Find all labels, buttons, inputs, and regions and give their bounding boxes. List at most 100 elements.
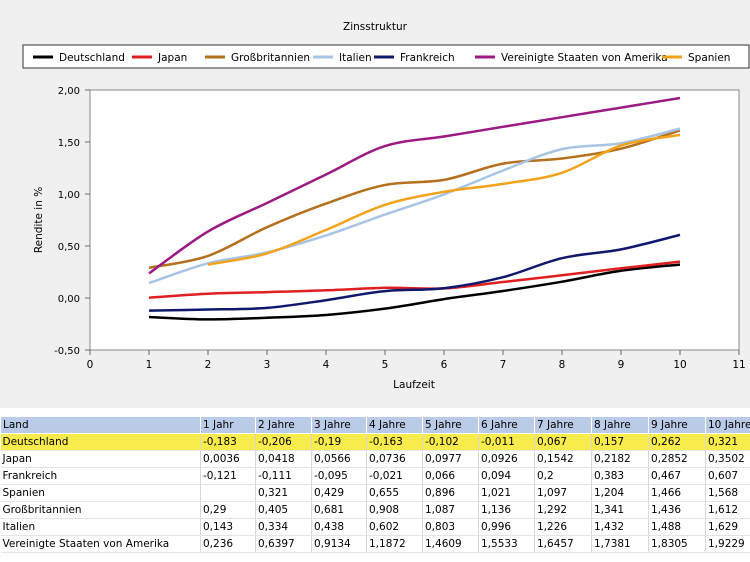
chart-title: Zinsstruktur: [343, 21, 408, 33]
yield-cell: 0,607: [705, 467, 750, 485]
yield-cell: 0,3502: [705, 450, 750, 468]
yield-cell: 0,602: [366, 518, 423, 536]
yield-cell: 0,2852: [648, 450, 706, 468]
yield-cell: 0,0036: [200, 450, 256, 468]
table-row[interactable]: Japan 0,0036 0,0418 0,0566 0,0736 0,0977 0,092…: [0, 450, 750, 468]
yield-cell: -0,011: [478, 433, 535, 451]
table-row[interactable]: Italien 0,143 0,334 0,438 0,602 0,803 0,996 1,2…: [0, 518, 750, 536]
yield-cell: 1,5533: [478, 535, 535, 553]
x-tick-label: 0: [87, 359, 94, 371]
yield-cell: 0,996: [478, 518, 535, 536]
yield-cell: -0,111: [255, 467, 312, 485]
table-header-cell[interactable]: 9 Jahre: [648, 416, 706, 434]
table-header-cell[interactable]: 6 Jahre: [478, 416, 535, 434]
x-tick-label: 3: [264, 359, 271, 371]
x-tick-label: 11: [732, 359, 745, 371]
yield-cell: 0,2: [534, 467, 592, 485]
series-line-deutschland: [148, 263, 681, 321]
table-header-cell[interactable]: 7 Jahre: [534, 416, 592, 434]
yield-cell: -0,095: [311, 467, 367, 485]
yield-cell: 0,29: [200, 501, 256, 519]
y-tick-label: 1,50: [58, 138, 80, 149]
x-tick-label: 10: [673, 359, 686, 371]
series-line-vereinigte-staaten-von-amerika: [148, 96, 681, 275]
yield-cell: [200, 484, 256, 502]
country-cell: Großbritannien: [0, 501, 201, 519]
table-header-cell[interactable]: Land: [0, 416, 201, 434]
yield-cell: 0,681: [311, 501, 367, 519]
country-cell: Italien: [0, 518, 201, 536]
table-header-cell[interactable]: 3 Jahre: [311, 416, 367, 434]
yield-cell: 0,321: [255, 484, 312, 502]
yield-cell: 1,568: [705, 484, 750, 502]
yield-cell: 0,066: [422, 467, 479, 485]
series-line-gro-britannien: [148, 129, 681, 270]
yield-cell: 0,094: [478, 467, 535, 485]
yield-cell: -0,021: [366, 467, 423, 485]
yield-table-panel: Land 1 Jahr 2 Jahre 3 Jahre 4 Jahre 5 Jahre 6 …: [0, 416, 750, 562]
yield-cell: 1,021: [478, 484, 535, 502]
table-row[interactable]: Spanien 0,321 0,429 0,655 0,896 1,021 1,097 1,2…: [0, 484, 750, 502]
yield-cell: 0,0736: [366, 450, 423, 468]
y-tick-label: 0,00: [58, 294, 80, 305]
legend-label: Vereinigte Staaten von Amerika: [501, 52, 668, 64]
chart-panel: Zinsstruktur Deutschland Japan Großbritann…: [0, 0, 750, 408]
x-tick-label: 9: [618, 359, 625, 371]
yield-cell: 0,067: [534, 433, 592, 451]
table-header-cell[interactable]: 2 Jahre: [255, 416, 312, 434]
yield-cell: 0,896: [422, 484, 479, 502]
yield-cell: -0,121: [200, 467, 256, 485]
table-header-cell[interactable]: 8 Jahre: [591, 416, 649, 434]
yield-cell: -0,183: [200, 433, 256, 451]
x-tick-label: 6: [441, 359, 448, 371]
x-tick-label: 5: [382, 359, 389, 371]
yield-cell: 0,803: [422, 518, 479, 536]
yield-cell: 0,6397: [255, 535, 312, 553]
yield-cell: 0,438: [311, 518, 367, 536]
yield-cell: 0,467: [648, 467, 706, 485]
yield-cell: 1,136: [478, 501, 535, 519]
legend-label: Spanien: [688, 52, 730, 64]
yield-cell: -0,19: [311, 433, 367, 451]
yield-cell: 1,436: [648, 501, 706, 519]
x-tick-label: 4: [323, 359, 330, 371]
y-tick-label: 0,50: [58, 242, 80, 253]
y-axis-label: Rendite in %: [33, 187, 45, 253]
yield-cell: 0,143: [200, 518, 256, 536]
legend-label: Italien: [339, 52, 372, 64]
yield-cell: 0,157: [591, 433, 649, 451]
country-cell: Frankreich: [0, 467, 201, 485]
legend-label: Großbritannien: [231, 52, 310, 64]
table-header-cell[interactable]: 4 Jahre: [366, 416, 423, 434]
yield-cell: 1,9229: [705, 535, 750, 553]
yield-cell: 0,1542: [534, 450, 592, 468]
yield-cell: 0,2182: [591, 450, 649, 468]
table-row[interactable]: Deutschland -0,183 -0,206 -0,19 -0,163 -0,102…: [0, 433, 750, 451]
x-axis-label: Laufzeit: [393, 379, 435, 391]
yield-cell: 1,226: [534, 518, 592, 536]
table-row[interactable]: Vereinigte Staaten von Amerika 0,236 0,639…: [0, 535, 750, 553]
yield-cell: 1,097: [534, 484, 592, 502]
yield-cell: 1,341: [591, 501, 649, 519]
yield-cell: 0,9134: [311, 535, 367, 553]
country-cell: Japan: [0, 450, 201, 468]
x-tick-label: 7: [500, 359, 507, 371]
table-header-cell[interactable]: 10 Jahre: [705, 416, 750, 434]
y-tick-label: 2,00: [58, 86, 80, 97]
table-header-cell[interactable]: 5 Jahre: [422, 416, 479, 434]
yield-cell: 0,405: [255, 501, 312, 519]
table-row[interactable]: Großbritannien 0,29 0,405 0,681 0,908 1,087 1,…: [0, 501, 750, 519]
yield-curve-chart: Zinsstruktur Deutschland Japan Großbritann…: [22, 21, 750, 391]
yield-cell: 0,321: [705, 433, 750, 451]
yield-cell: 1,629: [705, 518, 750, 536]
table-header-cell[interactable]: 1 Jahr: [200, 416, 256, 434]
table-row[interactable]: Frankreich -0,121 -0,111 -0,095 -0,021 0,066 0…: [0, 467, 750, 485]
axes: 0 1 2 3 4 5 6 7 8 9 10 11 -0,50 0,00 0,50 1,00 1,50 2,00: [54, 86, 746, 371]
yield-table: Land 1 Jahr 2 Jahre 3 Jahre 4 Jahre 5 Jahre 6 …: [0, 416, 750, 553]
yield-cell: 0,383: [591, 467, 649, 485]
yield-cell: 0,334: [255, 518, 312, 536]
x-tick-label: 8: [559, 359, 566, 371]
yield-cell: 0,236: [200, 535, 256, 553]
yield-cell: -0,206: [255, 433, 312, 451]
yield-cell: 1,7381: [591, 535, 649, 553]
